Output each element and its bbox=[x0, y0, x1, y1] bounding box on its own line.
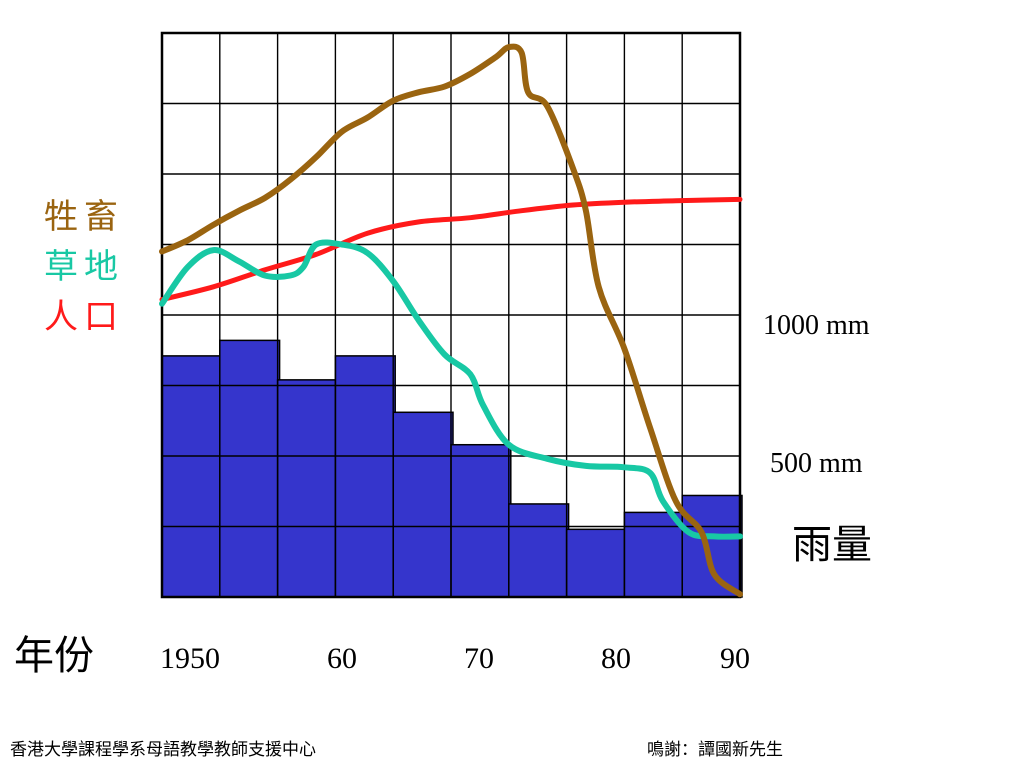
x-tick-label: 60 bbox=[327, 642, 357, 675]
grassland-line bbox=[159, 239, 743, 540]
rainfall-bar bbox=[623, 511, 685, 598]
series-lines bbox=[159, 43, 743, 598]
rainfall-bar bbox=[334, 355, 396, 598]
legend-grassland: 草地 bbox=[44, 247, 124, 287]
rainfall-bar bbox=[161, 355, 223, 598]
x-tick-label: 80 bbox=[601, 642, 631, 675]
rainfall-bar bbox=[392, 411, 454, 598]
plot-frame bbox=[160, 31, 742, 599]
rainfall-500mm-label: 500 mm bbox=[770, 448, 863, 479]
x-tick-label: 70 bbox=[464, 642, 494, 675]
rainfall-bars bbox=[161, 339, 743, 598]
population-line bbox=[159, 196, 743, 302]
rainfall-bar bbox=[565, 528, 628, 598]
rainfall-bar bbox=[276, 379, 339, 598]
rainfall-bar bbox=[450, 443, 512, 598]
rainfall-bar bbox=[219, 339, 281, 598]
x-tick-label: 1950 bbox=[160, 642, 220, 675]
x-axis-label: 年份 bbox=[14, 633, 94, 679]
plot-grid bbox=[160, 31, 742, 599]
footer-credit-left: 香港大學課程學系母語教學教師支援中心 bbox=[10, 740, 316, 760]
legend-population: 人口 bbox=[44, 297, 124, 337]
livestock-line bbox=[159, 43, 743, 598]
rainfall-1000mm-label: 1000 mm bbox=[763, 310, 870, 341]
rainfall-bar bbox=[508, 503, 570, 598]
footer-credit-right: 鳴謝：譚國新先生 bbox=[647, 740, 783, 760]
rainfall-bar bbox=[681, 494, 743, 598]
legend-livestock: 牲畜 bbox=[44, 197, 124, 237]
x-tick-label: 90 bbox=[720, 642, 750, 675]
rainfall-label: 雨量 bbox=[792, 522, 872, 568]
